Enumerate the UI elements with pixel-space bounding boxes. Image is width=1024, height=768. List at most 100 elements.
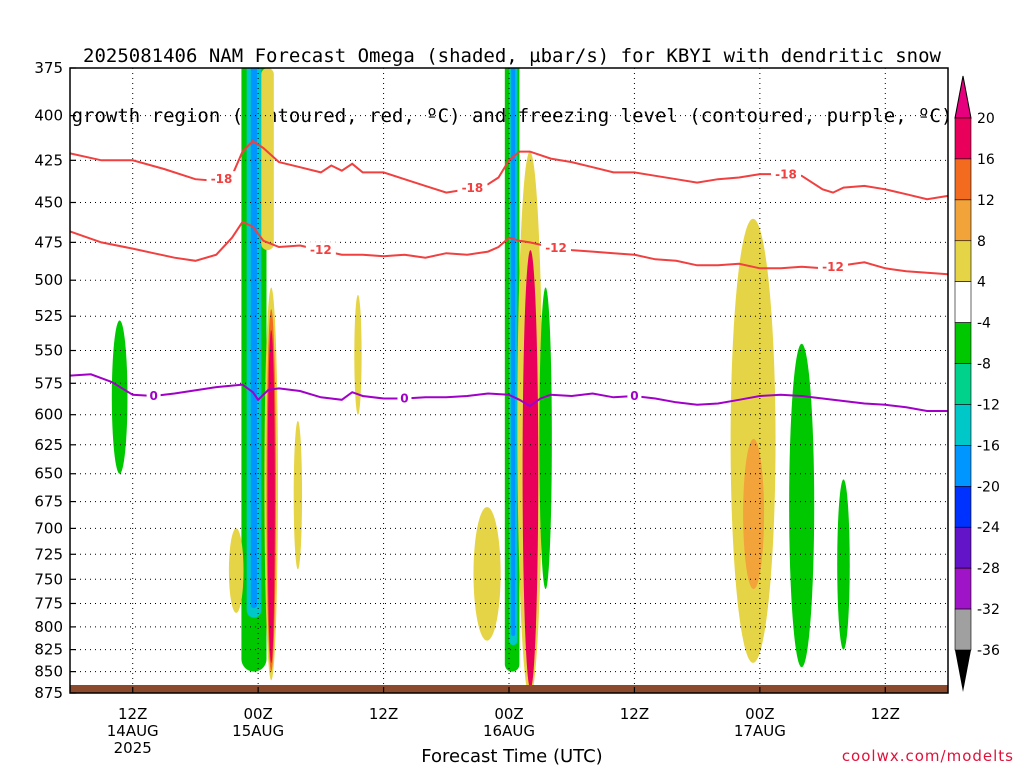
contour-label-bg	[770, 166, 801, 181]
omega-area	[473, 507, 501, 641]
x-tick-label: 00Z	[243, 705, 272, 723]
colorbar-swatch	[954, 240, 972, 282]
y-tick-label: 425	[34, 151, 63, 169]
colorbar-label: 8	[977, 234, 986, 250]
omega-area	[354, 294, 362, 415]
x-tick-date: 17AUG	[734, 722, 786, 740]
colorbar-label: -24	[977, 520, 1000, 536]
colorbar-label: -32	[977, 602, 1000, 618]
y-tick-label: 500	[34, 271, 63, 289]
y-tick-label: 375	[34, 59, 63, 77]
y-tick-label: 800	[34, 618, 63, 636]
contour-label: 0	[630, 389, 638, 403]
omega-area	[837, 479, 850, 650]
y-tick-label: 625	[34, 436, 63, 454]
omega-area	[228, 528, 244, 613]
omega-area	[511, 68, 516, 637]
y-tick-label: 450	[34, 193, 63, 211]
omega-area	[261, 68, 274, 251]
omega-area	[267, 330, 275, 663]
omega-area	[293, 420, 303, 570]
colorbar-label: 4	[977, 275, 986, 291]
x-tick-date: 14AUG	[107, 722, 159, 740]
y-tick-label: 575	[34, 374, 63, 392]
contour-label-bg	[457, 180, 488, 195]
credit-text: coolwx.com/modelts	[841, 747, 1014, 765]
y-tick-label: 725	[34, 545, 63, 563]
x-tick-label: 00Z	[494, 705, 523, 723]
colorbar-swatch	[954, 567, 972, 610]
y-tick-label: 700	[34, 519, 63, 537]
colorbar-label: -20	[977, 479, 1000, 495]
y-tick-label: 525	[34, 307, 63, 325]
omega-area	[111, 320, 128, 474]
colorbar-swatch	[954, 526, 972, 569]
colorbar-bottom-arrow	[955, 650, 971, 692]
y-tick-label: 550	[34, 342, 63, 360]
x-tick-label: 12Z	[118, 705, 147, 723]
colorbar-swatch	[954, 158, 972, 201]
y-tick-label: 675	[34, 493, 63, 511]
colorbar-swatch	[954, 363, 972, 405]
colorbar-swatch	[954, 608, 972, 651]
omega-area	[539, 287, 552, 590]
colorbar-label: -8	[977, 357, 991, 373]
y-tick-label: 600	[34, 406, 63, 424]
contour-label-bg	[627, 388, 642, 403]
contour-label: -12	[310, 243, 332, 257]
colorbar-swatch	[954, 322, 972, 364]
y-axis: 375 400 425 450 475 500 525 550 575 600 625 650 675 7…	[34, 59, 76, 702]
x-tick-date: 15AUG	[232, 722, 284, 740]
colorbar-label: -4	[977, 316, 991, 332]
y-tick-label: 775	[34, 594, 63, 612]
colorbar-swatch	[954, 486, 972, 528]
y-tick-label: 825	[34, 641, 63, 659]
colorbar: 20 16 12 8 4 -4 -8 -12 -16 -20 -24 -28 -32 -36	[954, 75, 1000, 692]
x-axis-label: Forecast Time (UTC)	[421, 746, 603, 767]
contour-label: 0	[400, 392, 408, 406]
colorbar-label: -28	[977, 561, 1000, 577]
x-tick-label: 12Z	[620, 705, 649, 723]
colorbar-swatch	[954, 281, 972, 323]
colorbar-label: -16	[977, 438, 1000, 454]
colorbar-swatch	[954, 117, 972, 160]
y-tick-label: 475	[34, 233, 63, 251]
x-tick-label: 12Z	[369, 705, 398, 723]
contour-label: -18	[211, 172, 233, 186]
contour-lines: -18 -18 -18 -12 -12 -12 0 0 0	[70, 139, 948, 412]
contour-dgz--12	[70, 220, 948, 276]
contour-dgz--18	[70, 139, 948, 201]
contour-freezing-level	[70, 373, 948, 412]
contour-label: 0	[149, 389, 157, 403]
colorbar-top-arrow	[954, 75, 972, 119]
contour-label: -18	[775, 168, 797, 182]
colorbar-swatch	[954, 199, 972, 242]
contour-label: -12	[545, 241, 567, 255]
colorbar-label: 16	[977, 152, 995, 168]
omega-area	[789, 343, 815, 668]
y-tick-label: 400	[34, 107, 63, 125]
y-tick-label: 850	[34, 663, 63, 681]
omega-area	[743, 438, 765, 590]
y-tick-label: 750	[34, 570, 63, 588]
contour-label-bg	[206, 171, 237, 186]
contour-label-bg	[305, 242, 336, 257]
contour-label-bg	[541, 239, 572, 254]
x-tick-label: 00Z	[745, 705, 774, 723]
colorbar-label: -12	[977, 397, 1000, 413]
colorbar-label: 20	[977, 111, 995, 127]
contour-label-bg	[397, 390, 412, 405]
x-tick-date: 16AUG	[483, 722, 535, 740]
x-tick-year: 2025	[114, 739, 152, 757]
omega-area	[522, 250, 539, 689]
colorbar-swatch	[954, 404, 972, 446]
contour-label-bg	[818, 258, 849, 273]
y-tick-label: 875	[34, 684, 63, 702]
contour-label-bg	[146, 388, 161, 403]
colorbar-label: -36	[977, 643, 1000, 659]
omega-shading	[111, 68, 850, 693]
contour-label: -18	[462, 181, 484, 195]
colorbar-swatch	[954, 445, 972, 487]
